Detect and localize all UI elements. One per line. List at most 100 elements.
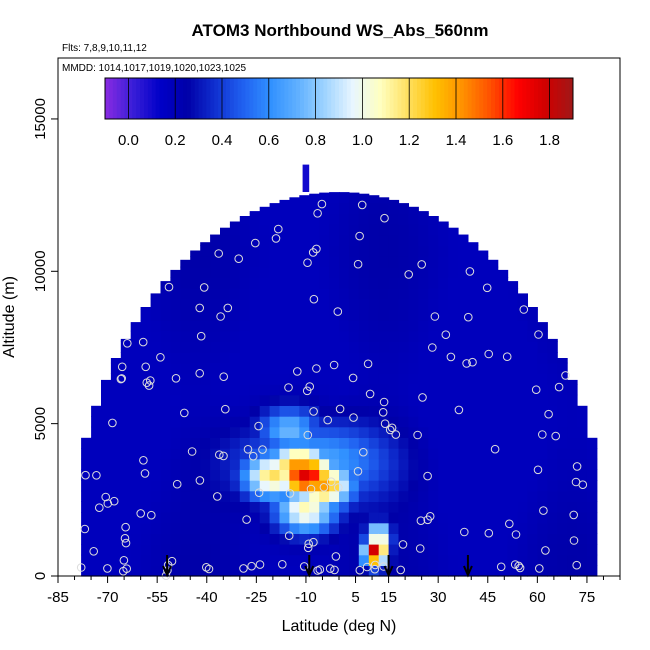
sample-point <box>365 389 375 399</box>
sample-point <box>81 470 90 480</box>
heatmap-cell <box>547 416 558 428</box>
sample-point <box>428 343 437 352</box>
heatmap-cell <box>398 437 409 449</box>
heatmap-cell <box>438 458 449 470</box>
colorbar-swatch <box>557 78 562 119</box>
heatmap-cell <box>220 405 231 417</box>
heatmap-cell <box>378 213 390 225</box>
heatmap-cell <box>577 554 588 566</box>
sample-point <box>304 539 314 549</box>
heatmap-cell <box>428 533 439 545</box>
heatmap-cell <box>319 266 330 278</box>
heatmap-cell <box>348 522 360 534</box>
heatmap-cell <box>329 437 340 449</box>
heatmap-cell <box>259 448 271 460</box>
heatmap-cell <box>428 394 439 406</box>
heatmap-cell <box>497 373 509 385</box>
heatmap-cell <box>458 533 469 545</box>
heatmap-cell <box>388 501 400 513</box>
heatmap-cell <box>160 458 171 470</box>
heatmap-cell <box>101 554 112 566</box>
heatmap-cell <box>239 480 251 492</box>
heatmap-cell <box>289 426 300 438</box>
heatmap-cell <box>249 256 261 268</box>
heatmap-cell <box>150 426 162 438</box>
heatmap-cell <box>180 320 191 332</box>
heatmap-cell <box>220 277 231 289</box>
heatmap-cell <box>150 544 162 556</box>
heatmap-cell <box>547 565 558 577</box>
heatmap-cell <box>210 352 221 364</box>
heatmap-cell <box>348 544 360 556</box>
heatmap-cell <box>477 437 489 449</box>
heatmap-cell <box>467 512 479 524</box>
sample-point <box>223 303 233 313</box>
heatmap-cell <box>408 533 419 545</box>
heatmap-cell <box>229 480 241 492</box>
heatmap-cell <box>448 298 459 310</box>
heatmap-cell <box>398 288 409 300</box>
heatmap-cell <box>358 373 370 385</box>
colorbar-swatch <box>214 78 219 119</box>
heatmap-cell <box>418 448 429 460</box>
heatmap-cell <box>438 384 449 396</box>
x-tick-label: -40 <box>196 589 218 606</box>
heatmap-cell <box>557 490 568 502</box>
heatmap-cell <box>170 320 181 332</box>
heatmap-cell <box>269 480 281 492</box>
heatmap-cell <box>229 405 241 417</box>
sample-point <box>326 477 336 487</box>
heatmap-cell <box>289 245 300 257</box>
heatmap-cell <box>299 320 310 332</box>
heatmap-cell <box>200 426 211 438</box>
colorbar-swatch <box>296 78 301 119</box>
heatmap-cell <box>368 288 380 300</box>
heatmap-cell <box>140 394 152 406</box>
heatmap-cell <box>259 480 271 492</box>
heatmap-cell <box>249 288 261 300</box>
heatmap-cell <box>567 533 578 545</box>
heatmap-cell <box>249 211 261 214</box>
heatmap-cell <box>388 288 400 300</box>
heatmap-cell <box>448 405 459 417</box>
heatmap-cell <box>487 480 499 492</box>
heatmap-cell <box>348 277 360 289</box>
heatmap-cell <box>467 309 479 321</box>
heatmap-cell <box>358 298 370 310</box>
heatmap-cell <box>339 330 350 342</box>
heatmap-cell <box>269 362 281 374</box>
heatmap-cell <box>378 522 390 534</box>
heatmap-cell <box>190 480 201 492</box>
sample-point <box>101 492 110 502</box>
heatmap-cell <box>319 394 330 406</box>
heatmap-cell <box>130 480 142 492</box>
heatmap-cell <box>299 234 310 246</box>
heatmap-cell <box>269 330 281 342</box>
heatmap-cell <box>259 362 271 374</box>
heatmap-cell <box>259 373 271 385</box>
heatmap-cell <box>458 437 469 449</box>
heatmap-cell <box>170 309 181 321</box>
heatmap-cell <box>239 266 251 278</box>
heatmap-cell <box>220 554 231 566</box>
heatmap-cell <box>507 533 519 545</box>
heatmap-cell <box>339 234 350 246</box>
colorbar-swatch <box>272 78 278 119</box>
heatmap-cell <box>348 458 360 470</box>
heatmap-cell <box>438 362 449 374</box>
heatmap-cell <box>309 490 320 502</box>
heatmap-cell <box>339 256 350 268</box>
heatmap-cell <box>319 288 330 300</box>
heatmap-cell <box>458 362 469 374</box>
heatmap-cell <box>150 394 162 406</box>
heatmap-cell <box>120 448 132 460</box>
heatmap-cell <box>487 362 499 374</box>
heatmap-cell <box>438 416 449 428</box>
heatmap-cell <box>319 309 330 321</box>
heatmap-cell <box>408 437 419 449</box>
colorbar-swatch <box>354 78 359 119</box>
heatmap-cell <box>477 373 489 385</box>
heatmap-cell <box>557 512 568 524</box>
sample-point <box>349 413 358 422</box>
heatmap-cell <box>557 448 568 460</box>
